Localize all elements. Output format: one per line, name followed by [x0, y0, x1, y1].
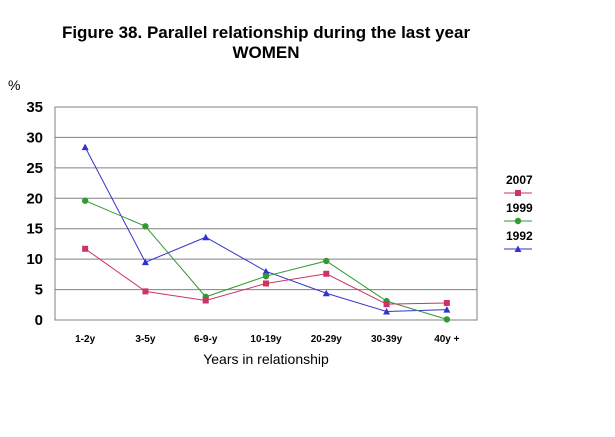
point-2007	[263, 280, 269, 287]
point-1992	[443, 306, 451, 313]
series-layer	[81, 143, 451, 323]
y-tick-label: 30	[26, 129, 43, 146]
x-tick-label: 1-2y	[75, 334, 95, 345]
legend-label-1999: 1999	[506, 201, 533, 215]
x-tick-label: 20-29y	[311, 334, 343, 345]
x-tick-label: 6-9-y	[194, 334, 218, 345]
point-2007	[142, 288, 149, 295]
chart-subtitle: WOMEN	[232, 43, 299, 62]
point-2007	[82, 245, 89, 252]
x-tick-label: 10-19y	[250, 334, 282, 345]
point-2007	[202, 297, 209, 304]
chart-title: Figure 38. Parallel relationship during …	[62, 23, 471, 42]
legend: 2007 1999 1992	[504, 173, 533, 252]
point-1992	[141, 258, 149, 266]
point-2007	[383, 301, 390, 308]
y-tick-label: 35	[26, 99, 43, 116]
point-1999	[262, 272, 270, 280]
x-tick-label: 3-5y	[135, 334, 155, 345]
gridlines	[55, 136, 477, 291]
legend-label-1992: 1992	[506, 229, 533, 243]
point-1992	[81, 143, 89, 151]
y-axis-ticks: 0 5 10 15 20 25 30 35	[26, 99, 43, 329]
legend-label-2007: 2007	[506, 173, 533, 187]
point-1992	[262, 267, 270, 275]
legend-marker-1992	[514, 245, 522, 252]
y-tick-label: 5	[35, 282, 43, 299]
y-tick-label: 25	[26, 160, 43, 177]
point-1999	[142, 223, 149, 230]
point-2007	[443, 299, 450, 306]
point-2007	[323, 270, 330, 277]
y-axis-label: %	[8, 77, 20, 93]
y-tick-label: 15	[26, 221, 43, 238]
plot-area	[54, 106, 478, 321]
y-tick-label: 0	[35, 312, 43, 329]
point-1992	[202, 233, 210, 241]
legend-marker-1999	[514, 217, 522, 225]
x-tick-label: 40y +	[434, 334, 459, 345]
x-axis-label: Years in relationship	[203, 351, 329, 367]
y-tick-label: 20	[26, 190, 43, 207]
legend-marker-2007	[515, 190, 521, 196]
point-1999	[81, 197, 89, 204]
point-1999	[323, 257, 330, 265]
point-1999	[443, 316, 451, 323]
point-1992	[322, 289, 330, 297]
x-tick-label: 30-39y	[371, 334, 403, 345]
y-tick-label: 10	[26, 251, 43, 268]
point-1992	[383, 307, 391, 315]
x-axis-ticks: 1-2y 3-5y 6-9-y 10-19y 20-29y 30-39y 40y +	[75, 334, 460, 345]
